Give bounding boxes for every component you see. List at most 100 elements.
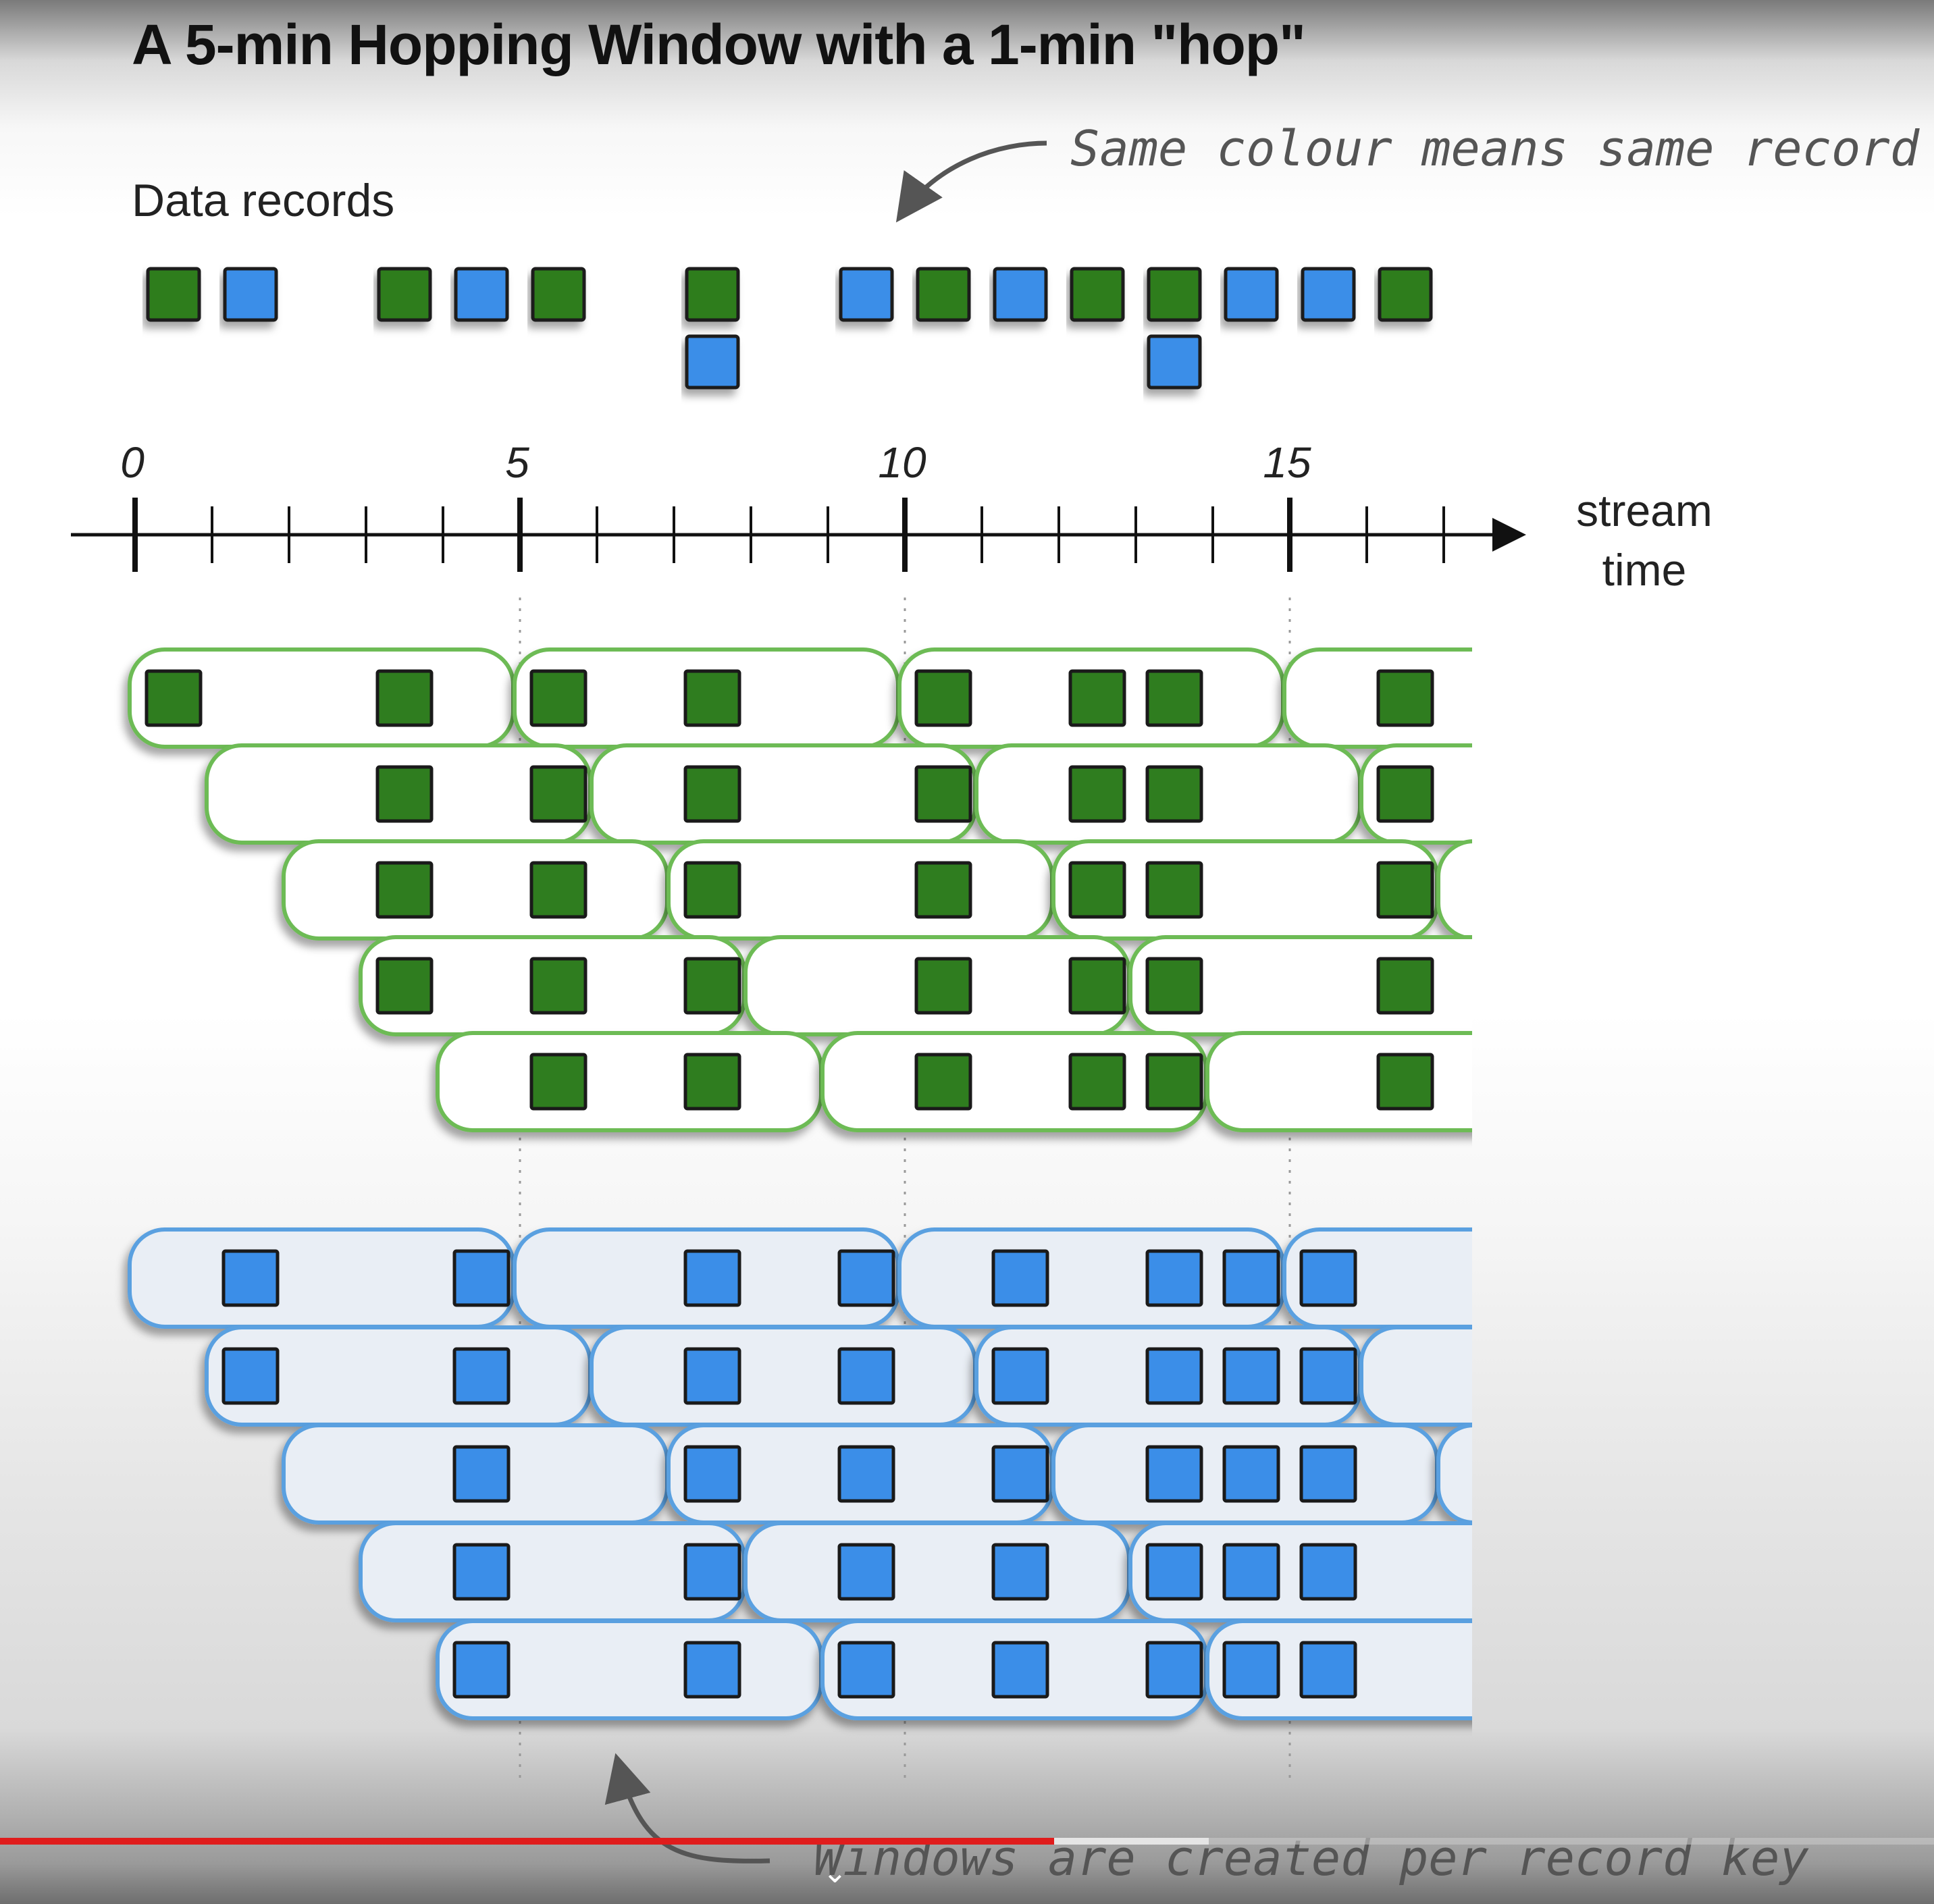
blue-window-row2-6 (590, 1325, 977, 1427)
blue-window-record-row4-t14.5 (1222, 1543, 1280, 1601)
blue-window-row3-17 (1436, 1423, 1472, 1525)
green-window-record-row1-t7.5 (683, 669, 741, 727)
green-window-record-row3-t13.5 (1145, 861, 1203, 919)
green-window-record-row5-t7.5 (683, 1053, 741, 1111)
blue-window-record-row5-t9.5 (837, 1641, 895, 1699)
video-progress-fill (0, 1838, 1054, 1845)
video-buffer-bar (1053, 1838, 1209, 1845)
blue-window-record-row2-t14.5 (1222, 1347, 1280, 1405)
blue-window-record-row3-t15.5 (1299, 1445, 1357, 1503)
data-record-green-4 (531, 267, 586, 322)
blue-window-record-row5-t4.5 (452, 1641, 511, 1699)
blue-window-record-row2-t9.5 (837, 1347, 895, 1405)
blue-window-record-row2-t7.5 (683, 1347, 741, 1405)
blue-window-record-row1-t4.5 (452, 1249, 511, 1307)
green-window-record-row2-t12.5 (1068, 765, 1126, 823)
green-window-record-row5-t16.5 (1376, 1053, 1434, 1111)
data-record-blue-6 (685, 334, 740, 390)
blue-window-record-row5-t14.5 (1222, 1641, 1280, 1699)
green-window-record-row5-t12.5 (1068, 1053, 1126, 1111)
green-window-record-row2-t7.5 (683, 765, 741, 823)
green-window-record-row2-t3.5 (375, 765, 434, 823)
blue-window-record-row2-t13.5 (1145, 1347, 1203, 1405)
green-window-record-row1-t12.5 (1068, 669, 1126, 727)
data-record-green-15 (1378, 267, 1433, 322)
blue-window-row4-8 (743, 1521, 1131, 1622)
green-window-record-row2-t13.5 (1145, 765, 1203, 823)
green-window-record-row4-t5.5 (529, 957, 587, 1015)
green-window-record-row4-t16.5 (1376, 957, 1434, 1015)
blue-window-record-row4-t15.5 (1299, 1543, 1357, 1601)
data-record-blue-14 (1301, 267, 1356, 322)
blue-window-record-row1-t11.5 (991, 1249, 1049, 1307)
data-record-green-8 (916, 267, 971, 322)
video-progress-bar[interactable] (0, 1838, 1934, 1845)
blue-window-record-row4-t9.5 (837, 1543, 895, 1601)
blue-window-record-row4-t7.5 (683, 1543, 741, 1601)
data-records-label: Data records (132, 175, 395, 226)
green-window-record-row1-t16.5 (1376, 669, 1434, 727)
annotation-colour-key: Same colour means same record key (1070, 120, 1934, 177)
blue-window-record-row5-t7.5 (683, 1641, 741, 1699)
blue-window-record-row3-t4.5 (452, 1445, 511, 1503)
slide-title: A 5-min Hopping Window with a 1-min "hop… (132, 13, 1306, 76)
chevron-down-icon[interactable]: ⌄ (822, 1856, 847, 1889)
green-window-record-row1-t3.5 (375, 669, 434, 727)
data-record-blue-1 (223, 267, 278, 322)
blue-window-record-row1-t9.5 (837, 1249, 895, 1307)
axis-label-time: time (1602, 545, 1687, 595)
green-window-record-row4-t13.5 (1145, 957, 1203, 1015)
data-record-green-5 (685, 267, 740, 322)
data-record-blue-7 (839, 267, 894, 322)
green-window-record-row1-t5.5 (529, 669, 587, 727)
green-window-record-row1-t0.5 (145, 669, 203, 727)
blue-window-record-row1-t13.5 (1145, 1249, 1203, 1307)
arrow-to-records (895, 140, 1047, 223)
blue-window-record-row3-t13.5 (1145, 1445, 1203, 1503)
data-record-green-11 (1147, 267, 1202, 322)
tick-label-15: 15 (1263, 438, 1311, 487)
data-record-blue-3 (454, 267, 509, 322)
blue-window-record-row1-t14.5 (1222, 1249, 1280, 1307)
green-window-record-row3-t5.5 (529, 861, 587, 919)
green-window-record-row3-t3.5 (375, 861, 434, 919)
blue-window-record-row3-t7.5 (683, 1445, 741, 1503)
green-window-record-row1-t10.5 (914, 669, 972, 727)
blue-window-record-row4-t13.5 (1145, 1543, 1203, 1601)
data-record-green-10 (1070, 267, 1125, 322)
data-record-blue-12 (1147, 334, 1202, 390)
green-window-record-row4-t7.5 (683, 957, 741, 1015)
data-record-green-2 (377, 267, 432, 322)
green-window-record-row3-t12.5 (1068, 861, 1126, 919)
tick-label-10: 10 (878, 438, 926, 487)
blue-window-record-row3-t11.5 (991, 1445, 1049, 1503)
blue-window-record-row4-t11.5 (991, 1543, 1049, 1601)
blue-window-record-row1-t15.5 (1299, 1249, 1357, 1307)
green-window-row1-15 (1282, 647, 1472, 749)
blue-window-record-row2-t1.5 (221, 1347, 280, 1405)
green-window-row3-17 (1436, 839, 1472, 941)
crop-spacer (1472, 608, 1934, 1755)
green-window-record-row4-t3.5 (375, 957, 434, 1015)
green-window-row5-4 (436, 1031, 823, 1132)
green-window-record-row2-t5.5 (529, 765, 587, 823)
green-window-record-row3-t10.5 (914, 861, 972, 919)
green-window-record-row3-t16.5 (1376, 861, 1434, 919)
green-window-record-row2-t16.5 (1376, 765, 1434, 823)
data-record-blue-9 (993, 267, 1048, 322)
tick-label-5: 5 (505, 438, 529, 487)
green-window-record-row5-t10.5 (914, 1053, 972, 1111)
green-window-record-row5-t13.5 (1145, 1053, 1203, 1111)
green-window-record-row3-t7.5 (683, 861, 741, 919)
blue-window-record-row5-t11.5 (991, 1641, 1049, 1699)
green-window-record-row4-t12.5 (1068, 957, 1126, 1015)
green-window-row3-2 (282, 839, 669, 941)
tick-label-0: 0 (120, 438, 145, 487)
blue-window-record-row2-t4.5 (452, 1347, 511, 1405)
data-record-blue-13 (1224, 267, 1279, 322)
green-window-record-row4-t10.5 (914, 957, 972, 1015)
green-window-record-row1-t13.5 (1145, 669, 1203, 727)
arrow-to-windows (604, 1753, 770, 1863)
data-record-green-0 (146, 267, 201, 322)
